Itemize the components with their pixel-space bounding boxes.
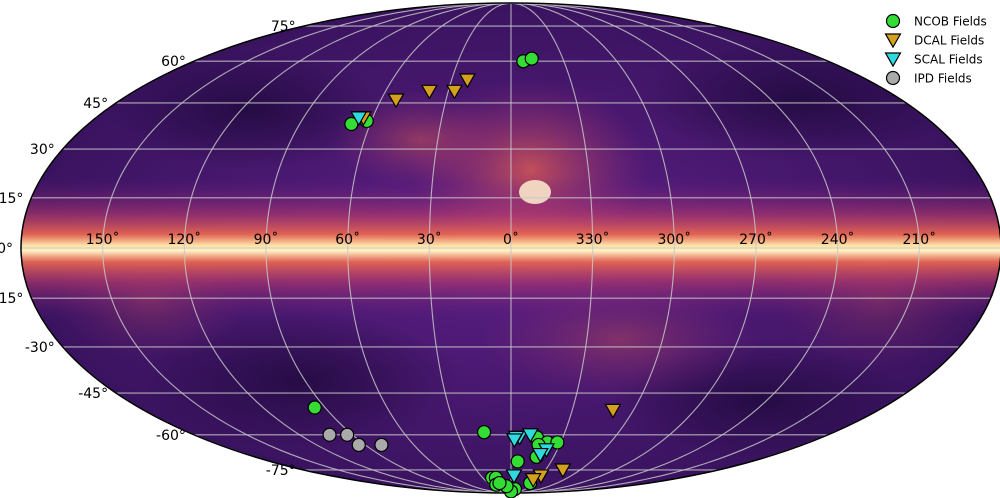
latitude-tick-labels: 75° 60° 45° 30° 15° 0° -15° -30° -45° -60° -75° [0, 19, 296, 479]
latitude-tick-label: 15° [0, 191, 23, 207]
longitude-tick-label: 30˚ [417, 231, 442, 248]
field-markers [307, 51, 622, 498]
longitude-tick-label: 90˚ [254, 231, 279, 248]
latitude-tick-label: 75° [271, 19, 296, 35]
longitude-tick-label: 120˚ [167, 231, 201, 248]
latitude-tick-label: 60° [161, 54, 186, 70]
longitude-tick-label: 210˚ [902, 231, 936, 248]
ipd-fields-marker [351, 437, 366, 453]
dcal-fields-marker [604, 403, 622, 419]
legend-marker-scal-fields [884, 52, 902, 68]
dcal-fields-marker [420, 84, 438, 100]
longitude-tick-label: 0˚ [503, 231, 519, 248]
legend-label-ncob-fields: NCOB Fields [914, 15, 987, 29]
ncob-fields-marker [476, 425, 492, 440]
longitude-tick-label: 240˚ [821, 231, 855, 248]
latitude-tick-label: 30° [30, 142, 55, 158]
latitude-tick-label: -60° [156, 428, 186, 444]
dcal-fields-marker [458, 73, 476, 89]
latitude-tick-label: 0° [0, 241, 13, 257]
scal-fields-marker [505, 433, 523, 449]
longitude-tick-label: 60˚ [335, 231, 360, 248]
ncob-fields-marker [307, 400, 322, 415]
ipd-fields-marker [340, 427, 355, 442]
ipd-fields-marker [374, 437, 389, 453]
legend-marker-ipd-fields [885, 70, 901, 86]
longitude-tick-label: 330˚ [576, 231, 610, 248]
legend-marker-ncob-fields [885, 13, 901, 29]
legend-label-scal-fields: SCAL Fields [914, 53, 983, 67]
ncob-fields-marker [524, 51, 539, 66]
latitude-tick-label: -75° [266, 463, 296, 479]
ncob-fields-marker [550, 435, 565, 450]
dcal-fields-marker [445, 84, 464, 100]
dcal-fields-marker [554, 463, 572, 479]
legend-label-ipd-fields: IPD Fields [914, 72, 972, 86]
legend-label-dcal-fields: DCAL Fields [914, 34, 984, 48]
legend: NCOB Fields DCAL Fields SCAL Fields IPD Fie… [884, 13, 987, 86]
scal-fields-marker [531, 447, 549, 463]
dcal-fields-marker [524, 473, 542, 488]
longitude-tick-label: 270˚ [739, 231, 773, 248]
latitude-tick-label: 45° [83, 96, 108, 112]
dcal-fields-marker [387, 93, 405, 109]
ncob-fields-marker [492, 475, 507, 491]
longitude-tick-labels: 150˚ 120˚ 90˚ 60˚ 30˚ 0˚ 330˚ 300˚ 270˚ 240˚ 210˚ [86, 231, 936, 248]
scal-fields-marker [521, 428, 539, 444]
scal-fields-marker [505, 469, 523, 485]
latitude-tick-label: -15° [0, 291, 23, 307]
dust-emission-background [21, 3, 1000, 493]
legend-marker-dcal-fields [884, 33, 902, 49]
longitude-tick-label: 300˚ [657, 231, 691, 248]
latitude-tick-label: -30° [25, 340, 55, 356]
ncob-fields-marker [510, 454, 525, 469]
latitude-tick-label: -45° [78, 386, 108, 402]
ipd-fields-marker [322, 427, 337, 442]
longitude-tick-label: 150˚ [86, 231, 120, 248]
scal-fields-marker [350, 111, 368, 127]
